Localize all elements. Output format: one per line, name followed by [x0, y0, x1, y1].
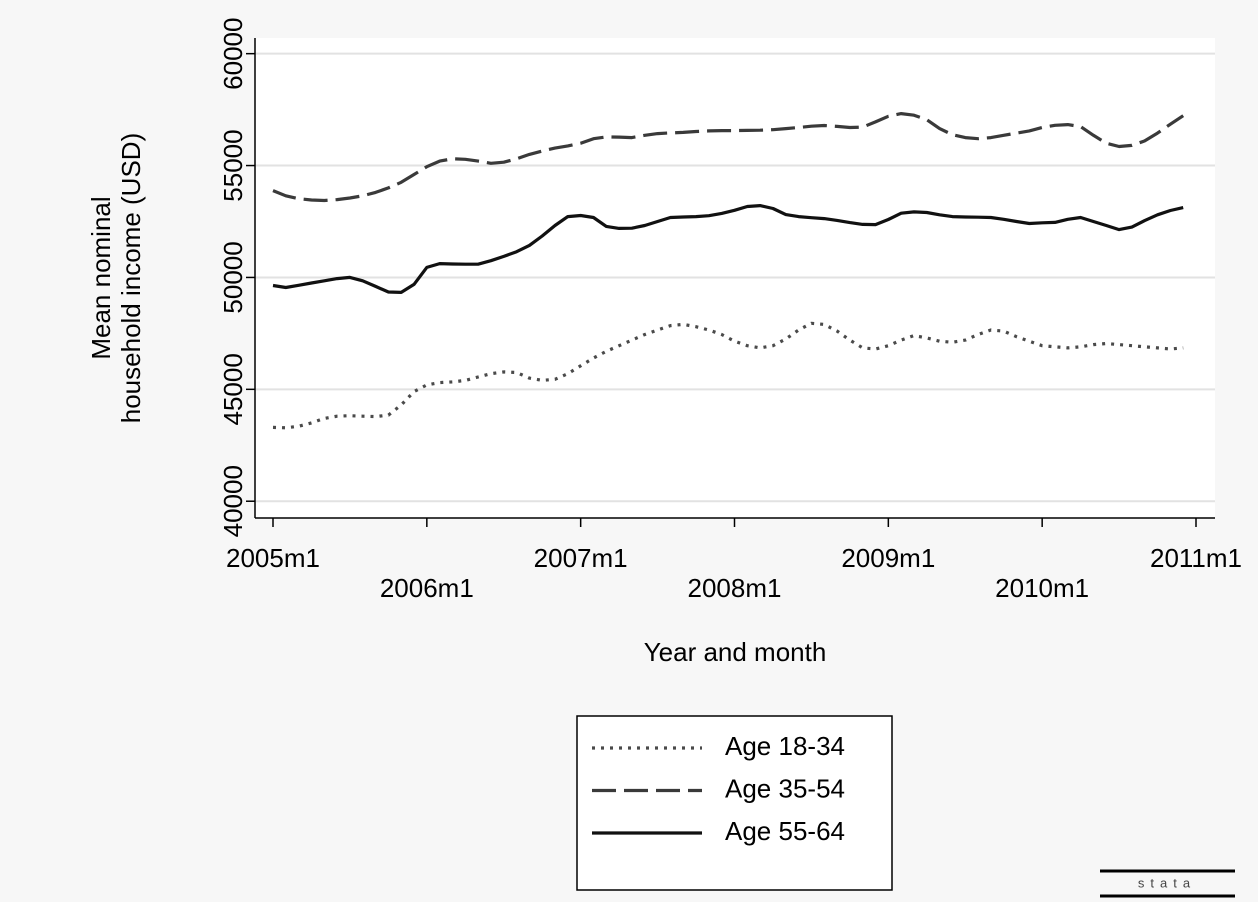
x-tick-label: 2010m1 [995, 573, 1089, 603]
y-axis-title: household income (USD) [116, 133, 146, 423]
x-tick-label: 2009m1 [841, 543, 935, 573]
legend-label: Age 35-54 [725, 773, 845, 803]
legend-box [576, 715, 893, 891]
y-tick-label: 40000 [218, 465, 248, 537]
y-tick-label: 45000 [218, 353, 248, 425]
series-line [272, 321, 1184, 430]
x-tick-label: 2011m1 [1150, 543, 1242, 573]
x-axis-title: Year and month [644, 637, 827, 667]
series-line [272, 204, 1184, 294]
x-tick-label: 2005m1 [226, 543, 320, 573]
series-line [272, 112, 1185, 203]
x-tick-label: 2008m1 [688, 573, 782, 603]
watermark: stata [1138, 875, 1196, 890]
y-tick-label: 55000 [218, 129, 248, 201]
y-tick-label: 60000 [218, 18, 248, 90]
x-tick-label: 2006m1 [380, 573, 474, 603]
y-tick-label: 50000 [218, 241, 248, 313]
y-axis-title: Mean nominal [86, 196, 116, 359]
legend-label: Age 55-64 [725, 816, 845, 846]
legend-label: Age 18-34 [725, 731, 845, 761]
x-tick-label: 2007m1 [534, 543, 628, 573]
